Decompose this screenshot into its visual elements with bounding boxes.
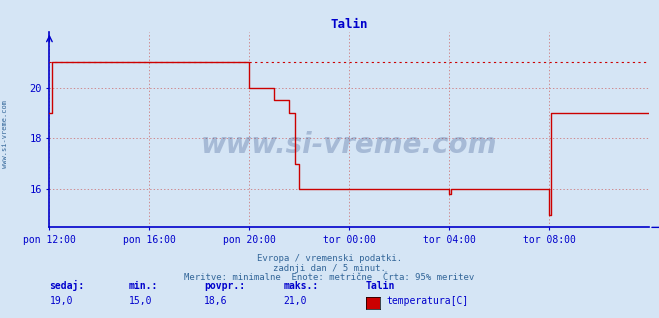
Text: www.si-vreme.com: www.si-vreme.com — [201, 131, 498, 159]
Text: www.si-vreme.com: www.si-vreme.com — [2, 100, 9, 168]
Text: maks.:: maks.: — [283, 281, 318, 291]
Text: zadnji dan / 5 minut.: zadnji dan / 5 minut. — [273, 264, 386, 273]
Text: Evropa / vremenski podatki.: Evropa / vremenski podatki. — [257, 254, 402, 263]
Text: povpr.:: povpr.: — [204, 281, 245, 291]
Text: 18,6: 18,6 — [204, 296, 228, 306]
Title: Talin: Talin — [331, 17, 368, 31]
Text: 19,0: 19,0 — [49, 296, 73, 306]
Text: 15,0: 15,0 — [129, 296, 152, 306]
Text: 21,0: 21,0 — [283, 296, 307, 306]
Text: Meritve: minimalne  Enote: metrične  Črta: 95% meritev: Meritve: minimalne Enote: metrične Črta:… — [185, 273, 474, 282]
Text: temperatura[C]: temperatura[C] — [387, 296, 469, 306]
Text: Talin: Talin — [366, 281, 395, 291]
Text: sedaj:: sedaj: — [49, 280, 84, 291]
Text: min.:: min.: — [129, 281, 158, 291]
